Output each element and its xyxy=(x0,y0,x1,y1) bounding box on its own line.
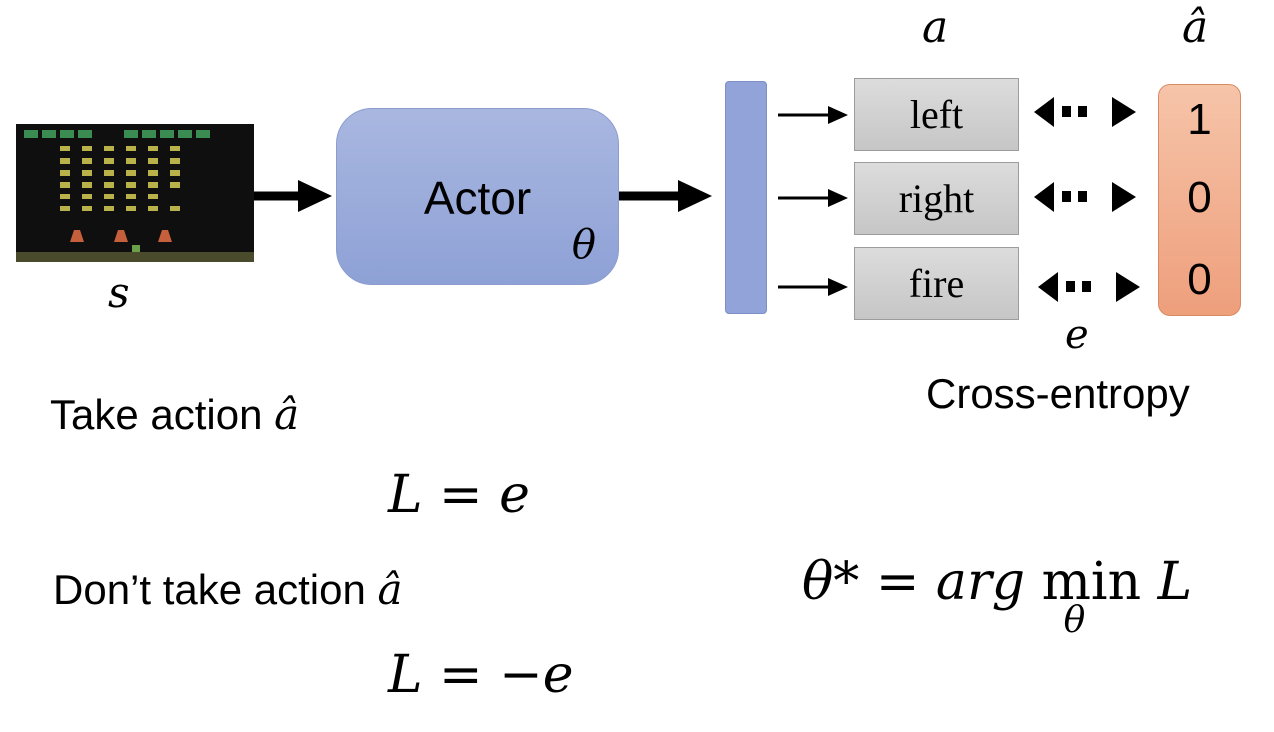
error-label: e xyxy=(1065,312,1089,358)
take-action-text: Take action â xyxy=(50,390,300,439)
action-fire: fire xyxy=(854,247,1019,320)
objective-subscript: θ xyxy=(1063,600,1086,641)
dont-take-action-text: Don’t take action â xyxy=(53,565,403,614)
actor-network: Actor θ xyxy=(336,108,619,285)
compare-arrow-right xyxy=(1034,182,1136,212)
dont-take-action-loss: L = −e xyxy=(388,645,574,705)
actor-parameter: θ xyxy=(571,222,596,268)
take-action-symbol: â xyxy=(274,390,300,439)
take-action-loss: L = e xyxy=(388,465,530,525)
compare-arrow-left xyxy=(1034,97,1136,127)
dont-take-action-symbol: â xyxy=(377,565,403,614)
target-label: â xyxy=(1182,2,1209,53)
output-vector xyxy=(725,81,767,314)
target-value-fire: 0 xyxy=(1187,255,1212,304)
vector-to-fire-arrow xyxy=(778,278,848,296)
target-value-left: 1 xyxy=(1187,95,1212,144)
actor-to-vector-arrow xyxy=(618,180,712,212)
output-label: a xyxy=(922,2,949,53)
action-left: left xyxy=(854,78,1019,151)
action-right: right xyxy=(854,162,1019,235)
vector-to-right-arrow xyxy=(778,189,848,207)
vector-to-left-arrow xyxy=(778,106,848,124)
target-vector: 1 0 0 xyxy=(1158,84,1241,316)
objective-min: min xyxy=(1041,552,1142,612)
target-value-right: 0 xyxy=(1187,173,1212,222)
space-invaders-image xyxy=(16,124,254,262)
actor-label: Actor xyxy=(423,172,532,224)
loss-name: Cross-entropy xyxy=(926,370,1190,417)
state-label: s xyxy=(108,268,130,317)
game-screenshot xyxy=(16,124,254,262)
objective-equation: θ* = arg min θ L xyxy=(802,552,1193,641)
compare-arrow-fire xyxy=(1038,272,1140,302)
